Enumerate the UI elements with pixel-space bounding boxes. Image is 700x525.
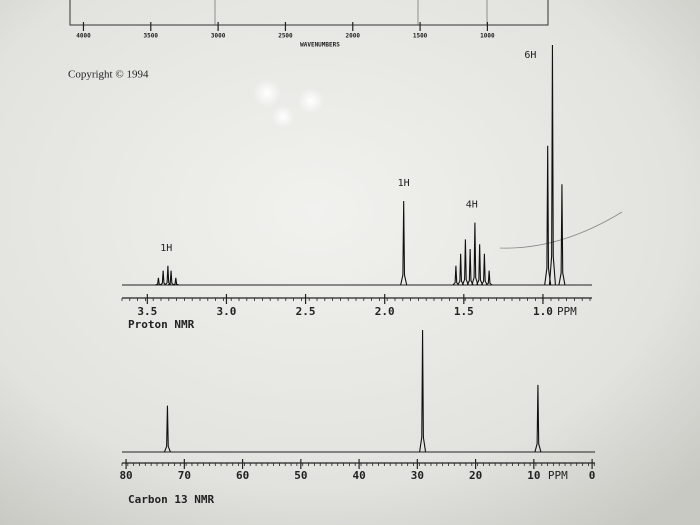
peak xyxy=(485,270,493,286)
x-tick-label: 40 xyxy=(352,469,365,482)
peak xyxy=(155,277,162,286)
x-tick-label: 20 xyxy=(469,469,482,482)
x-tick-label: 30 xyxy=(411,469,424,482)
pencil-line xyxy=(499,211,623,249)
x-tick-label: 1.0 xyxy=(533,305,553,318)
peak xyxy=(466,248,474,286)
annotation: 4H xyxy=(466,200,478,211)
glare xyxy=(298,88,324,114)
copyright: Copyright © 1994 xyxy=(68,69,149,81)
x-tick-label: 60 xyxy=(236,469,249,482)
annotation: 6H xyxy=(524,50,536,61)
unit-label: PPM xyxy=(548,469,568,482)
x-tick-label: 2.0 xyxy=(375,305,395,318)
x-tick-label: 1.5 xyxy=(454,305,474,318)
x-tick-label: 3.5 xyxy=(137,305,157,318)
annotation: 1H xyxy=(160,243,172,254)
peak xyxy=(419,329,427,453)
x-tick-label: 1000 xyxy=(480,33,495,40)
peak xyxy=(172,277,180,286)
peak xyxy=(452,265,460,286)
x-tick-label: 2500 xyxy=(278,33,293,40)
peak xyxy=(558,184,566,286)
peak xyxy=(400,200,408,286)
peak xyxy=(534,384,542,453)
x-tick-label: 3.0 xyxy=(217,305,237,318)
axis-title: Carbon 13 NMR xyxy=(128,493,214,506)
peak xyxy=(457,253,465,286)
peak xyxy=(159,270,167,286)
x-tick-label: 10 xyxy=(527,469,540,482)
ir-frame xyxy=(69,0,549,26)
x-tick-label: 80 xyxy=(119,469,132,482)
x-tick-label: 4000 xyxy=(76,33,91,40)
x-tick-label: 2.5 xyxy=(296,305,316,318)
peak xyxy=(471,222,479,286)
peak xyxy=(167,270,175,286)
x-tick-label: 1500 xyxy=(413,33,428,40)
peak xyxy=(544,145,552,286)
peak xyxy=(480,253,488,286)
x-tick-label: 50 xyxy=(294,469,307,482)
peak xyxy=(461,239,469,286)
peak xyxy=(548,44,556,286)
axis-title: WAVENUMBERS xyxy=(300,42,340,49)
x-tick-label: 0 xyxy=(589,469,596,482)
x-tick-label: 3000 xyxy=(211,33,226,40)
glare xyxy=(272,106,294,128)
peak xyxy=(476,244,484,286)
peak xyxy=(163,405,171,453)
unit-label: PPM xyxy=(557,305,577,318)
x-tick-label: 70 xyxy=(178,469,191,482)
x-tick-label: 2000 xyxy=(346,33,361,40)
glare xyxy=(253,79,281,107)
x-tick-label: 3500 xyxy=(144,33,159,40)
axis-title: Proton NMR xyxy=(128,318,195,331)
annotation: 1H xyxy=(398,178,410,189)
